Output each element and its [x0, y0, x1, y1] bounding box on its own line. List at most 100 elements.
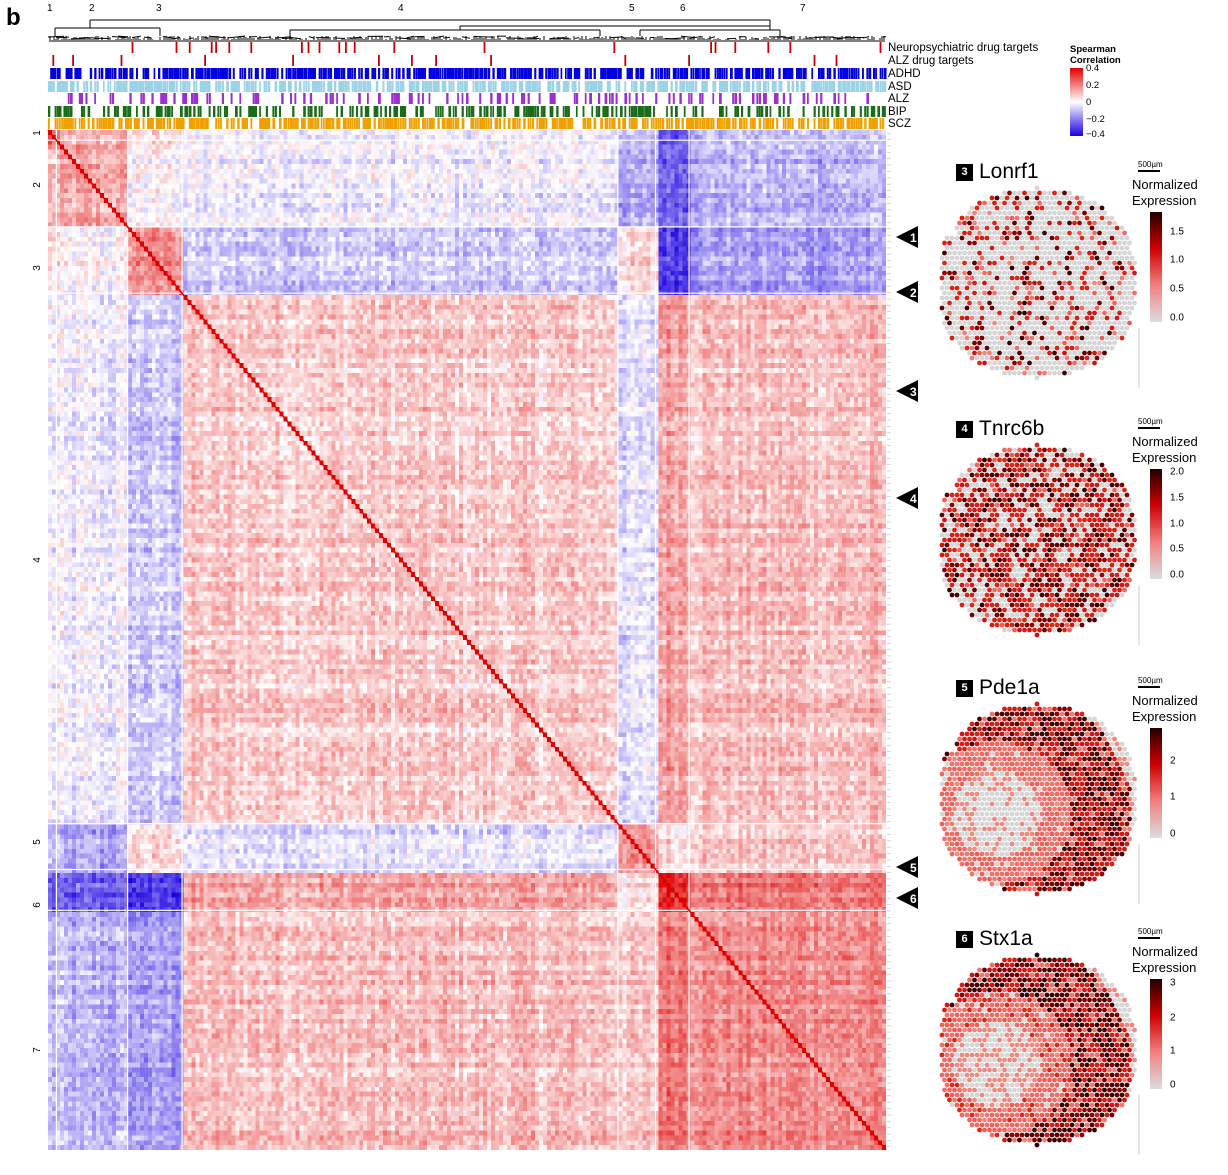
track-mark	[798, 68, 800, 79]
track-mark	[695, 118, 697, 129]
track-mark	[319, 81, 321, 92]
track-mark	[189, 81, 191, 92]
track-mark	[239, 93, 241, 104]
track-mark	[717, 118, 719, 129]
track-mark	[176, 42, 178, 53]
track-mark	[336, 106, 338, 117]
track-mark	[642, 118, 644, 129]
track-mark	[363, 81, 365, 92]
track-mark	[682, 81, 685, 92]
track-mark	[501, 81, 503, 92]
track-mark	[195, 118, 197, 129]
track-mark	[85, 93, 87, 104]
track-mark	[378, 118, 380, 129]
track-mark	[677, 68, 679, 79]
track-mark	[858, 118, 860, 129]
track-mark	[688, 55, 690, 66]
track-mark	[310, 93, 312, 104]
track-mark	[765, 81, 767, 92]
track-mark	[413, 118, 415, 129]
track-mark	[684, 106, 686, 117]
track-mark	[217, 118, 219, 129]
track-mark	[184, 93, 187, 104]
track-mark	[803, 106, 805, 117]
track-mark	[180, 106, 183, 117]
track-mark	[226, 81, 229, 92]
track-mark	[107, 81, 109, 92]
track-mark	[649, 81, 651, 92]
track-mark	[52, 55, 54, 66]
track-mark	[268, 118, 270, 129]
track-mark	[160, 118, 162, 129]
track-mark	[517, 106, 520, 117]
track-mark	[838, 81, 840, 92]
track-mark	[413, 81, 415, 92]
track-mark	[409, 93, 411, 104]
track-mark	[567, 81, 569, 92]
track-mark	[206, 118, 208, 129]
track-mark	[429, 68, 431, 79]
track-mark	[534, 106, 536, 117]
track-mark	[792, 118, 794, 129]
track-mark	[536, 118, 538, 129]
track-mark	[429, 81, 431, 92]
track-mark	[761, 68, 764, 79]
track-mark	[838, 106, 840, 117]
track-mark	[457, 81, 459, 92]
track-mark	[422, 118, 424, 129]
track-mark	[512, 93, 514, 104]
track-mark	[448, 118, 450, 129]
track-mark	[477, 118, 479, 129]
track-mark	[391, 93, 393, 104]
track-mark	[528, 68, 530, 79]
track-mark	[99, 68, 101, 79]
track-mark	[237, 118, 239, 129]
track-mark	[308, 106, 310, 117]
track-mark	[239, 106, 241, 117]
track-mark	[688, 81, 690, 92]
track-mark	[651, 81, 654, 92]
track-mark	[354, 118, 356, 129]
track-mark	[759, 106, 761, 117]
track-mark	[820, 81, 822, 92]
track-mark	[268, 81, 270, 92]
track-mark	[376, 81, 379, 92]
track-mark	[83, 81, 85, 92]
track-mark	[536, 106, 539, 117]
track-mark	[587, 68, 589, 79]
track-mark	[420, 68, 422, 79]
track-mark	[640, 81, 643, 92]
track-mark	[202, 118, 204, 129]
track-mark	[160, 93, 162, 104]
track-mark	[787, 106, 790, 117]
track-mark	[499, 106, 502, 117]
track-mark	[369, 81, 371, 92]
track-mark	[701, 81, 703, 92]
dendrogram-branch	[175, 37, 180, 38]
track-mark	[734, 93, 737, 104]
track-mark	[789, 42, 791, 53]
track-mark	[57, 68, 60, 79]
track-mark	[85, 81, 88, 92]
track-mark	[644, 106, 646, 117]
track-mark	[127, 106, 129, 117]
track-mark	[567, 118, 569, 129]
track-mark	[431, 118, 433, 129]
track-mark	[574, 81, 577, 92]
track-mark	[528, 93, 530, 104]
track-mark	[741, 106, 743, 117]
track-mark	[308, 81, 310, 92]
track-mark	[851, 106, 853, 117]
track-mark	[814, 106, 816, 117]
track-mark	[303, 93, 305, 104]
track-mark	[345, 81, 347, 92]
track-mark	[358, 118, 360, 129]
track-mark	[849, 68, 851, 79]
track-mark	[283, 81, 286, 92]
track-mark	[521, 81, 523, 92]
track-mark	[789, 118, 791, 129]
track-mark	[849, 81, 851, 92]
track-mark	[72, 118, 74, 129]
track-mark	[655, 118, 657, 129]
track-mark	[330, 68, 332, 79]
